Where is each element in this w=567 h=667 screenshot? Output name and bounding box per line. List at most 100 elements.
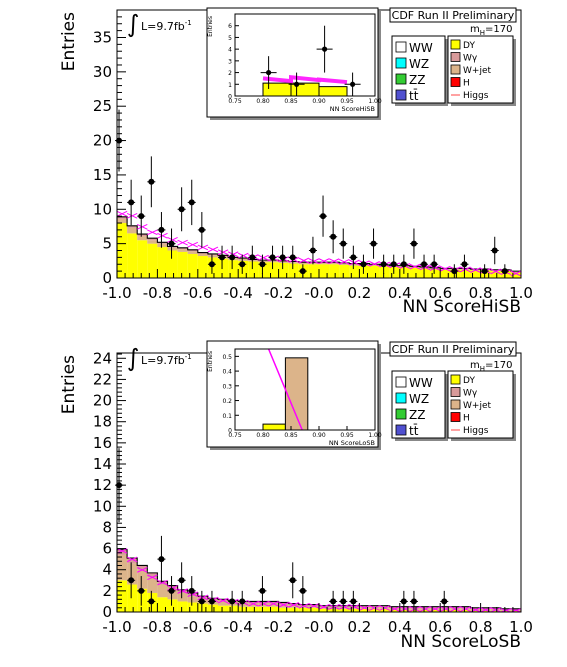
lumi-exponent: -1 (185, 19, 192, 27)
data-point (198, 598, 205, 605)
bar-wjet (177, 249, 188, 252)
data-point (148, 178, 155, 185)
higgs-band (237, 252, 249, 259)
data-point (148, 598, 155, 605)
higgs-band (126, 556, 138, 563)
lumi-label: L=9.7fb-1 (141, 19, 192, 33)
data-point (279, 254, 286, 261)
bar-dy (470, 270, 481, 278)
bar-dy (319, 264, 330, 278)
y-tick-label: 20 (93, 132, 112, 150)
data-point (441, 598, 448, 605)
bar-dy (207, 604, 218, 612)
bar-wgamma (258, 601, 269, 604)
bar-dy (288, 263, 299, 278)
higgs-band (409, 263, 421, 270)
x-tick-label: -0.8 (143, 284, 172, 302)
y-tick-label: 10 (93, 200, 112, 218)
higgs-band (338, 604, 350, 610)
lumi-exponent: -1 (185, 353, 192, 361)
legend-label: DY (463, 376, 475, 386)
higgs-band (409, 606, 421, 612)
data-point (491, 247, 498, 254)
data-point (128, 199, 135, 206)
bar-dy (268, 262, 279, 278)
legend-label: DY (463, 41, 475, 51)
bar-wgamma (157, 242, 168, 244)
bar-dy (258, 606, 269, 612)
higgs-band (298, 603, 310, 609)
bar-wgamma (127, 558, 138, 564)
y-tick-label: 30 (93, 63, 112, 81)
inset-x-tick-label: 0.85 (284, 98, 298, 105)
inset-y-tick-label: 5 (228, 35, 232, 42)
higgs-band (136, 567, 148, 573)
higgs-band (369, 605, 380, 611)
mass-symbol: m (470, 24, 480, 35)
chart-title: CDF Run II Preliminary (392, 343, 515, 356)
data-point (138, 587, 145, 594)
higgs-band (157, 579, 168, 586)
bar-wjet (409, 267, 420, 268)
bar-dy (127, 233, 138, 278)
x-tick-label: 1.0 (509, 284, 533, 302)
bar-dy (359, 608, 370, 612)
higgs-band (450, 606, 461, 612)
legend-swatch (395, 424, 407, 436)
bar-dy (510, 272, 521, 278)
inset-higgs-band (262, 75, 348, 85)
bar-dy (480, 610, 491, 612)
x-tick-label: 0.4 (388, 284, 412, 302)
data-point (128, 577, 135, 584)
bar-wgamma (147, 238, 158, 241)
bar-wjet (238, 603, 249, 607)
inset-bar (262, 82, 292, 97)
y-tick-label: 6 (102, 540, 112, 558)
higgs-band (268, 600, 279, 607)
lumi-label: L=9.7fb-1 (141, 353, 192, 367)
bar-dy (228, 260, 239, 278)
data-point (330, 598, 337, 605)
inset-x-tick-label: 1.00 (368, 432, 382, 439)
data-point (239, 261, 246, 268)
legend-label: WZ (409, 57, 429, 71)
data-point (390, 261, 397, 268)
bar-wgamma (147, 572, 158, 578)
higgs-band (490, 268, 502, 275)
bar-dy (228, 605, 239, 612)
legend-label: Wγ (463, 389, 478, 399)
bar-wjet (207, 255, 218, 258)
bar-dy (329, 264, 340, 278)
data-point (289, 254, 296, 261)
bar-wjet (329, 262, 340, 265)
higgs-band (197, 594, 209, 601)
bar-dy (409, 267, 420, 278)
bar-wjet (278, 604, 289, 608)
data-point (410, 598, 417, 605)
legend-swatch (395, 73, 407, 85)
legend-label: ZZ (409, 408, 425, 422)
y-tick-label: 0 (102, 269, 112, 287)
higgs-band (187, 241, 199, 248)
y-tick-label: 4 (102, 561, 112, 579)
bar-wgamma (127, 225, 138, 228)
bar-dy (298, 607, 309, 612)
bar-dy (480, 270, 491, 278)
legend-label: tt̄ (409, 424, 419, 438)
legend-label: Higgs (463, 91, 489, 101)
bar-dy (379, 608, 390, 612)
bar-wjet (349, 606, 360, 609)
bar-wjet (218, 601, 229, 606)
higgs-band (157, 232, 168, 239)
inset-y-axis-label: Entries (207, 351, 214, 372)
bar-dy (278, 607, 289, 612)
legend-swatch (450, 39, 461, 50)
y-tick-label: 2 (102, 582, 112, 600)
higgs-band (419, 606, 431, 612)
inset-x-tick-label: 1.00 (368, 98, 382, 105)
bar-dy (389, 609, 400, 612)
higgs-band (217, 249, 229, 256)
data-point (219, 254, 226, 261)
